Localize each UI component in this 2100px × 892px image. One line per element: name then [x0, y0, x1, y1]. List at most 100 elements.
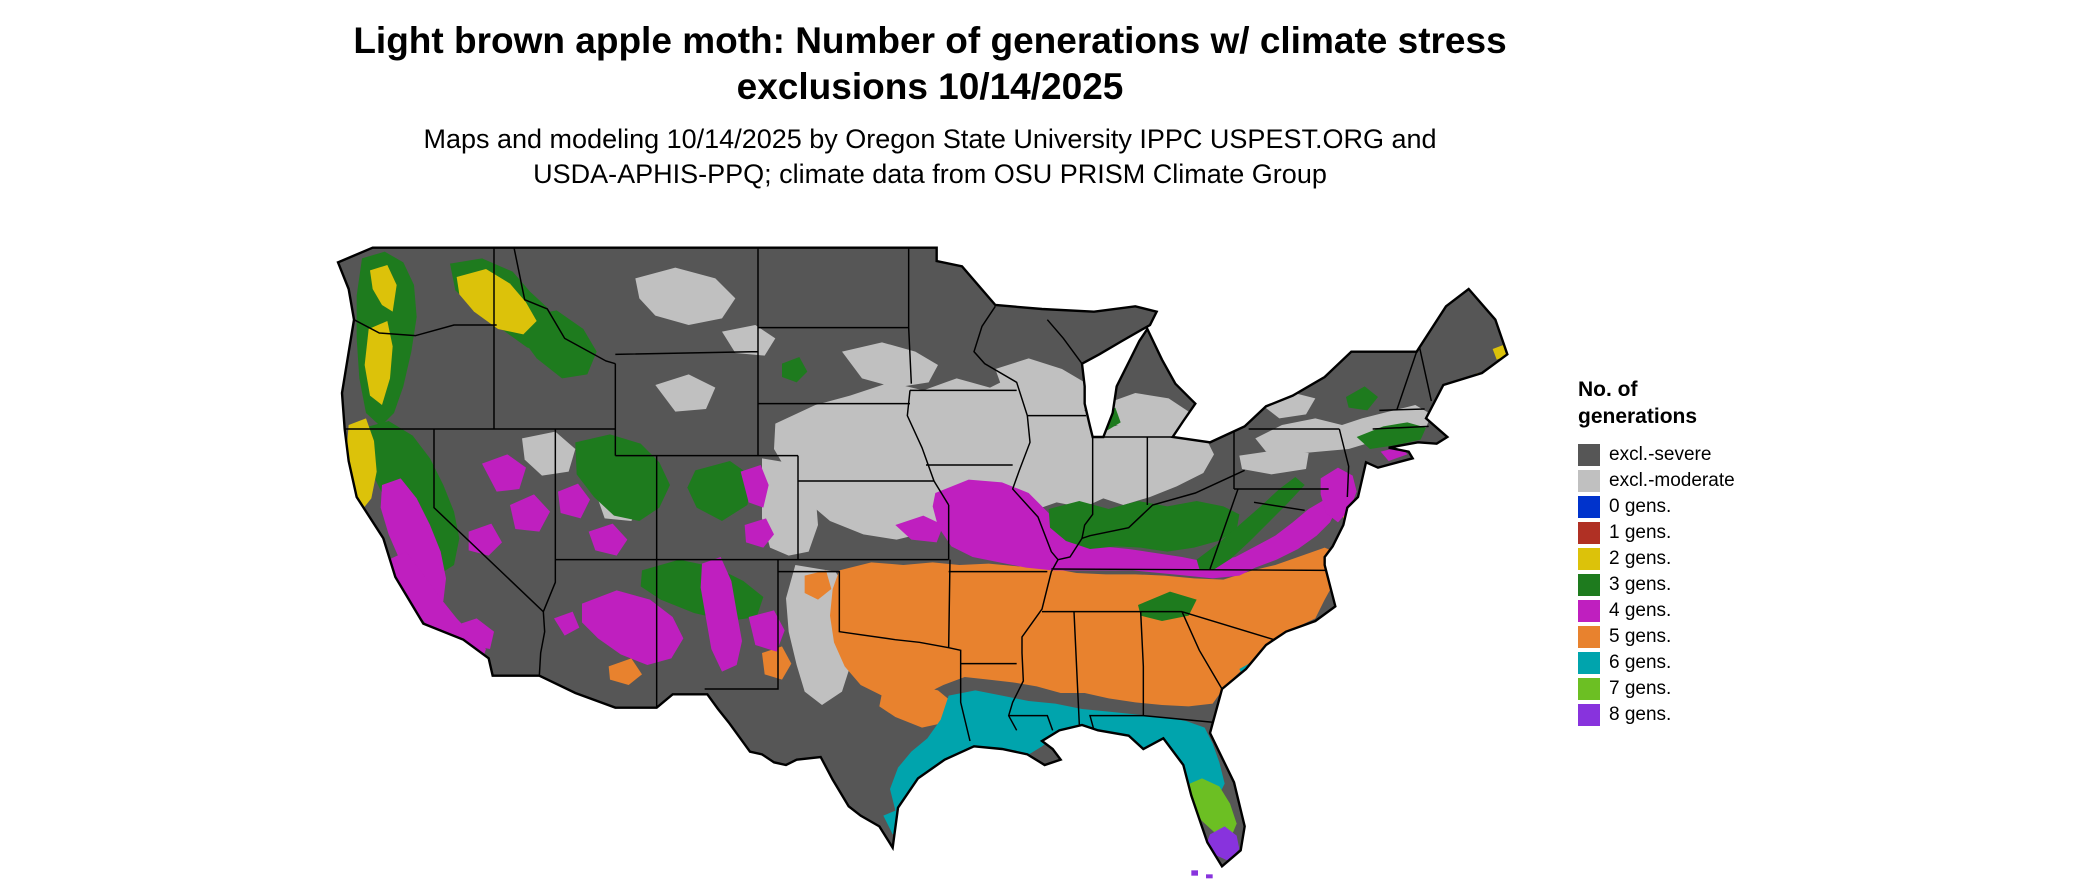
region-patch [762, 458, 818, 556]
legend-item-label: 4 gens. [1609, 600, 1672, 621]
layer-keys-specks [1191, 870, 1213, 879]
region-patch [774, 374, 1214, 540]
region-patch [558, 483, 590, 519]
region-patch [895, 515, 944, 543]
legend-title: No. of generations [1578, 376, 1858, 430]
region-patch [932, 479, 1338, 579]
region-patch [380, 478, 446, 609]
legend-item: 8 gens. [1578, 702, 1858, 728]
region-patch [744, 518, 774, 548]
region-patch [700, 557, 742, 672]
region-patch [1239, 450, 1309, 475]
region-patch [1138, 591, 1197, 621]
legend-item-label: 1 gens. [1609, 522, 1672, 543]
legend-item-label: 3 gens. [1609, 574, 1672, 595]
region-patch [364, 321, 393, 405]
region-patch [482, 454, 526, 492]
legend-item: 6 gens. [1578, 650, 1858, 676]
region-patch [522, 431, 576, 476]
region-patch [995, 358, 1090, 415]
layer-4gens [380, 446, 1408, 672]
region-patch [655, 374, 716, 412]
legend-title-line-2: generations [1578, 405, 1698, 428]
region-patch [1346, 386, 1378, 411]
legend-item-label: 8 gens. [1609, 704, 1672, 725]
legend-item: excl.-severe [1578, 442, 1858, 468]
legend-item: 0 gens. [1578, 494, 1858, 520]
legend-item: 7 gens. [1578, 676, 1858, 702]
region-patch [890, 690, 1225, 819]
legend-item-label: 0 gens. [1609, 496, 1672, 517]
page-title-line-2: exclusions 10/14/2025 [736, 66, 1124, 107]
region-patch [456, 269, 537, 335]
legend-item: 1 gens. [1578, 520, 1858, 546]
region-patch [1048, 501, 1240, 552]
legend-item-label: 5 gens. [1609, 626, 1672, 647]
subtitle-line-1: Maps and modeling 10/14/2025 by Oregon S… [423, 124, 1437, 154]
subtitle-line-2: USDA-APHIS-PPQ; climate data from OSU PR… [533, 159, 1327, 189]
layer-3gens-east [1048, 386, 1426, 621]
legend-item: excl.-moderate [1578, 468, 1858, 494]
region-patch [1206, 874, 1213, 879]
legend-item-label: 7 gens. [1609, 678, 1672, 699]
region-patch [387, 551, 486, 665]
legend-item: 4 gens. [1578, 598, 1858, 624]
legend-item: 5 gens. [1578, 624, 1858, 650]
layer-5gens [452, 506, 1357, 728]
legend-swatch [1578, 704, 1600, 726]
legend-swatch [1578, 548, 1600, 570]
region-patch [1220, 686, 1241, 707]
legend-swatch [1578, 626, 1600, 648]
legend-swatch [1578, 470, 1600, 492]
region-patch [748, 610, 785, 652]
region-patch [510, 494, 550, 532]
region-patch [1183, 778, 1237, 840]
region-patch [635, 267, 736, 325]
legend-swatch [1578, 574, 1600, 596]
us-map-svg [336, 246, 1509, 879]
legend-item: 3 gens. [1578, 572, 1858, 598]
legend-item: 2 gens. [1578, 546, 1858, 572]
region-patch [1102, 393, 1192, 436]
region-patch [608, 658, 642, 685]
region-patch [722, 325, 776, 356]
region-patch [1356, 422, 1426, 449]
region-patch [804, 570, 832, 600]
legend-items: excl.-severe excl.-moderate 0 gens. 1 gens.… [1578, 442, 1858, 728]
region-patch [554, 611, 580, 636]
us-generations-map [322, 226, 1522, 880]
subtitle: Maps and modeling 10/14/2025 by Oregon S… [0, 122, 1860, 192]
region-patch [588, 523, 628, 556]
region-patch [456, 618, 494, 649]
region-patch [1191, 870, 1198, 876]
legend-swatch [1578, 444, 1600, 466]
region-patch [879, 685, 954, 728]
legend-swatch [1578, 678, 1600, 700]
region-patch [842, 342, 938, 388]
legend-item-label: excl.-severe [1609, 444, 1712, 465]
region-patch [370, 265, 397, 312]
legend-item-label: excl.-moderate [1609, 470, 1735, 491]
layer-excl-moderate [522, 267, 1432, 705]
region-patch [762, 646, 792, 680]
legend-item-label: 6 gens. [1609, 652, 1672, 673]
region-patch [1255, 405, 1432, 455]
state-borders [344, 247, 1433, 742]
region-patch [830, 547, 1341, 707]
region-patch [522, 310, 597, 379]
legend-swatch [1578, 496, 1600, 518]
legend: No. of generations excl.-severe excl.-mod… [1578, 376, 1858, 728]
header: Light brown apple moth: Number of genera… [0, 18, 1860, 192]
region-patch [582, 590, 684, 665]
layer-2gens-west [346, 265, 537, 512]
legend-title-line-1: No. of [1578, 378, 1638, 401]
legend-swatch [1578, 600, 1600, 622]
page-title-line-1: Light brown apple moth: Number of genera… [353, 20, 1507, 61]
region-patch [782, 357, 808, 383]
region-patch [687, 461, 753, 521]
region-patch [1196, 477, 1305, 571]
legend-swatch [1578, 522, 1600, 544]
legend-item-label: 2 gens. [1609, 548, 1672, 569]
region-patch [740, 465, 769, 508]
